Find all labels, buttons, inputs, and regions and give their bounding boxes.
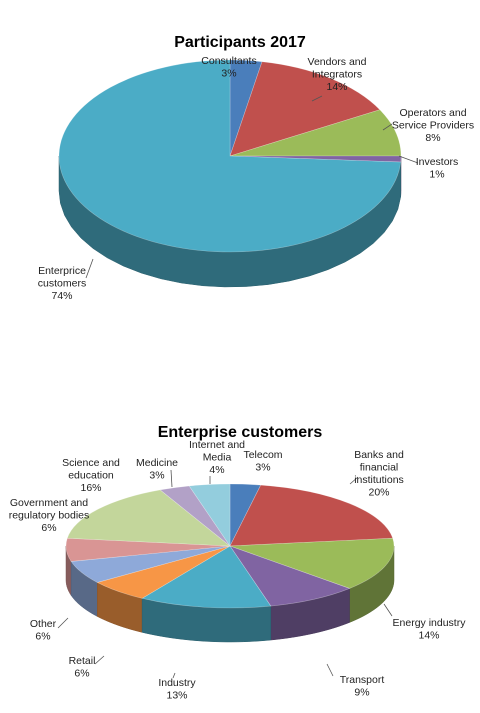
data-label-telecom: Telecom 3%	[243, 449, 282, 474]
leader-line-transport	[326, 663, 334, 677]
data-label-science-and-education: Science and education 16%	[62, 457, 120, 494]
data-label-enterprice-customers: Enterprice customers 74%	[38, 265, 86, 302]
slice-other	[70, 545, 231, 583]
leader-line-medicine	[170, 469, 173, 488]
slice-energy-industry	[229, 537, 395, 589]
chart-title-participants: Participants 2017	[174, 34, 306, 51]
slice-investors	[229, 155, 402, 163]
leader-line-other	[57, 617, 69, 629]
data-label-operators-and-service-providers: Operators and Service Providers 8%	[392, 107, 474, 144]
leader-line-vendors-and-integrators	[311, 95, 323, 102]
slice-retail	[96, 545, 231, 599]
chart-title-enterprise: Enterprise customers	[158, 424, 323, 441]
data-label-retail: Retail 6%	[69, 655, 96, 680]
slice-telecom	[229, 483, 262, 547]
data-label-consultants: Consultants 3%	[201, 55, 256, 80]
pie-enterprise-customers: Telecom 3% Banks and financial institutions 2…	[9, 439, 467, 702]
slice-operators-and-service-providers	[229, 109, 402, 157]
leader-line-banks-and-financial-institutions	[349, 476, 359, 485]
slice-science-and-education	[66, 489, 231, 547]
leader-line-retail	[94, 655, 105, 665]
data-label-banks-and-financial-institutions: Banks and financial institutions 20%	[354, 449, 404, 499]
leader-line-energy-industry	[383, 603, 393, 617]
slice-government-and-regulatory-bodies	[65, 537, 231, 562]
pie-participants: Consultants 3% Vendors and Integrators 14% Op…	[38, 55, 474, 302]
slice-vendors-and-integrators	[229, 61, 381, 157]
data-label-other: Other 6%	[30, 618, 57, 643]
data-label-transport: Transport 9%	[340, 674, 385, 699]
data-label-industry: Industry 13%	[158, 677, 196, 702]
leader-line-investors	[398, 155, 419, 164]
data-label-investors: Investors 1%	[416, 156, 459, 181]
slice-transport	[229, 545, 351, 607]
data-label-vendors-and-integrators: Vendors and Integrators 14%	[308, 56, 367, 93]
slice-internet-and-media	[188, 483, 231, 547]
leader-line-industry	[172, 672, 176, 679]
data-label-government-and-regulatory-bodies: Government and regulatory bodies 6%	[9, 497, 90, 534]
slice-industry	[141, 545, 272, 609]
slice-banks-and-financial-institutions	[229, 484, 394, 547]
slice-consultants	[229, 59, 263, 157]
data-label-medicine: Medicine 3%	[136, 457, 178, 482]
leader-line-operators-and-service-providers	[382, 123, 393, 131]
data-label-energy-industry: Energy industry 14%	[393, 617, 467, 642]
leader-line-enterprice-customers	[85, 258, 94, 279]
slice-medicine	[159, 485, 231, 547]
data-label-internet-and-media: Internet and Media 4%	[189, 439, 245, 476]
slice-enterprice-customers	[58, 59, 401, 253]
